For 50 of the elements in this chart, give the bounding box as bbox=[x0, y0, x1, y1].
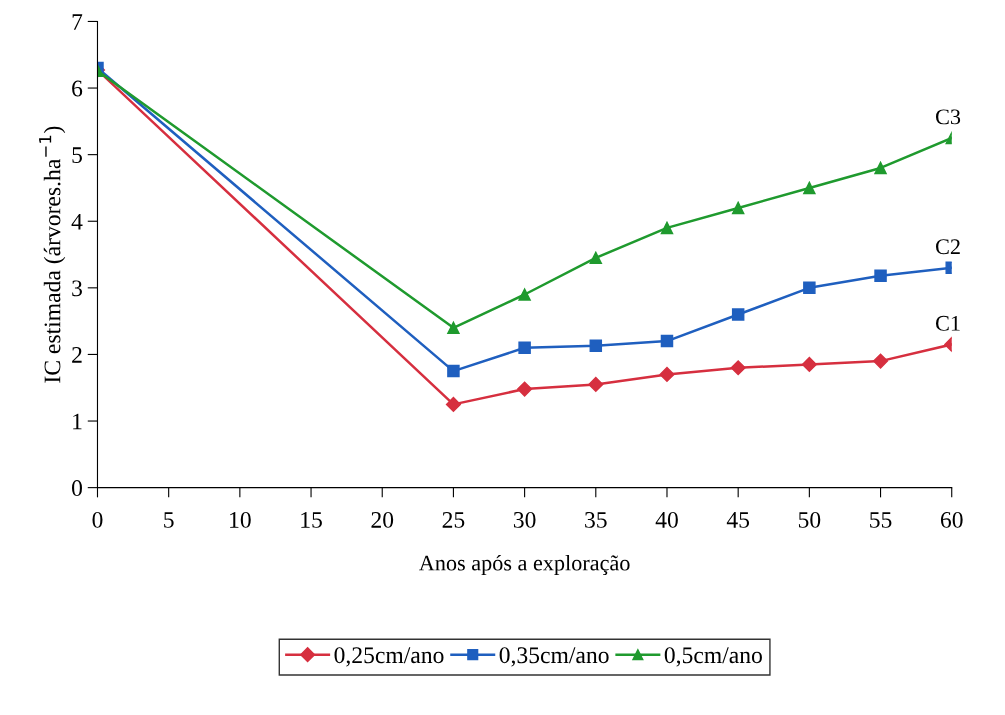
y-tick-label: 3 bbox=[72, 280, 82, 297]
point bbox=[447, 321, 460, 335]
x-tick-label: 40 bbox=[655, 511, 678, 528]
point bbox=[730, 360, 746, 376]
point bbox=[874, 269, 887, 283]
y-tick-label: 4 bbox=[71, 213, 83, 230]
point bbox=[660, 221, 674, 235]
y-axis-title: IC estimada (árvores.ha$^{−1}$) bbox=[39, 126, 66, 383]
x-axis-title: Anos após a exploração bbox=[419, 554, 630, 576]
point bbox=[803, 181, 816, 195]
point bbox=[801, 356, 817, 372]
y-tick-label: 5 bbox=[72, 147, 82, 164]
annotation: C1 bbox=[935, 315, 960, 331]
x-tick-label: 10 bbox=[230, 511, 251, 528]
point bbox=[731, 201, 745, 215]
legend-label: 0,35cm/ano bbox=[499, 647, 609, 667]
x-tick-label: 20 bbox=[371, 511, 394, 528]
y-tick-label: 2 bbox=[72, 346, 82, 363]
y-tick-label: 0 bbox=[72, 480, 82, 497]
x-tick-label: 30 bbox=[513, 511, 536, 528]
point bbox=[659, 366, 675, 382]
x-tick-label: 15 bbox=[301, 512, 322, 528]
annotation: C2 bbox=[935, 239, 960, 255]
point bbox=[872, 353, 889, 369]
annotation: C3 bbox=[935, 109, 961, 125]
x-tick-label: 45 bbox=[726, 512, 750, 528]
x-tick-label: 60 bbox=[940, 511, 963, 528]
point bbox=[445, 396, 461, 412]
point bbox=[518, 288, 531, 301]
legend-label: 0,25cm/ano bbox=[334, 647, 444, 667]
x-tick-label: 50 bbox=[798, 511, 821, 528]
y-tick-label: 6 bbox=[72, 80, 83, 97]
x-tick-label: 55 bbox=[870, 512, 892, 528]
y-tick-label: 7 bbox=[72, 14, 83, 30]
point bbox=[589, 251, 603, 265]
point bbox=[517, 381, 533, 397]
x-tick-label: 25 bbox=[442, 511, 465, 528]
point bbox=[731, 308, 745, 321]
point bbox=[803, 281, 816, 295]
x-tick-label: 35 bbox=[585, 511, 607, 528]
x-tick-label: 5 bbox=[164, 512, 174, 528]
point bbox=[588, 376, 604, 392]
point bbox=[660, 334, 674, 348]
point bbox=[874, 161, 887, 175]
x-tick-label: 0 bbox=[92, 511, 103, 528]
point bbox=[518, 341, 531, 355]
point bbox=[447, 364, 460, 378]
y-tick-label: 1 bbox=[73, 413, 82, 430]
legend-label: 0,5cm/ano bbox=[664, 647, 762, 667]
point bbox=[589, 339, 603, 353]
